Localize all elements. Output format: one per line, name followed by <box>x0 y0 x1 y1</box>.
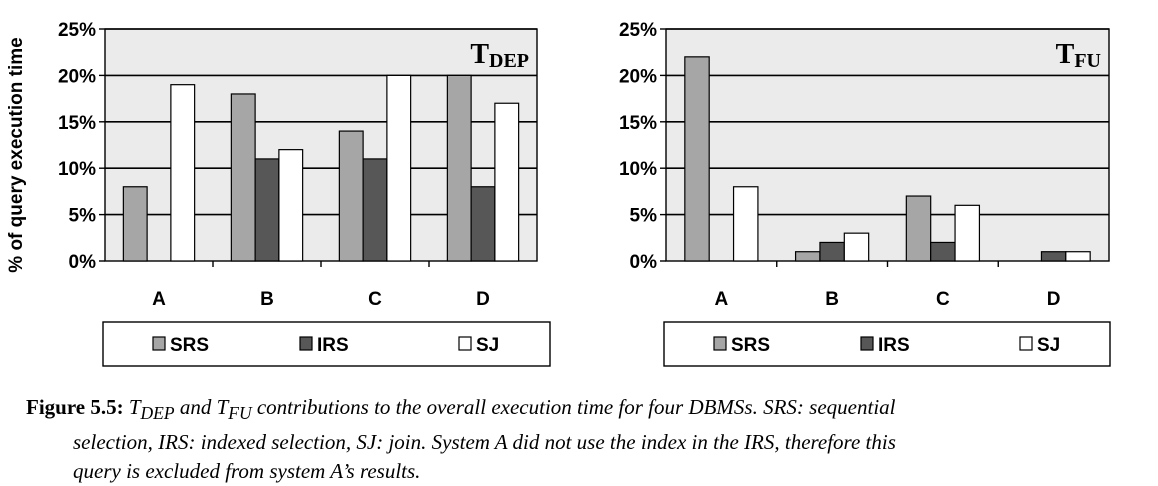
legend-swatch-srs <box>713 336 727 351</box>
bar-irs-d <box>470 186 496 262</box>
y-tick-label: 20% <box>619 66 657 87</box>
y-tick-label: 5% <box>630 206 658 227</box>
x-category-label: C <box>368 289 382 310</box>
legend-box <box>102 321 551 367</box>
legend-label-irs: IRS <box>317 335 349 356</box>
y-tick-label: 5% <box>69 206 97 227</box>
bar-sj-a <box>732 186 759 262</box>
chart-1: 0% 5% 10% 15% 20% 25% A B C D TDEP % of query execu… <box>6 20 551 367</box>
bar-srs-a <box>122 186 148 262</box>
x-category-label: B <box>260 289 274 310</box>
caption-line-3: query is excluded from system A’s result… <box>73 459 421 484</box>
legend-label-irs: IRS <box>878 335 910 356</box>
bar-sj-c <box>954 204 981 262</box>
x-category-label: C <box>936 289 950 310</box>
legend-label-srs: SRS <box>731 335 770 356</box>
legend-swatch-irs <box>860 336 874 351</box>
x-category-label: A <box>152 289 166 310</box>
figure-caption: Figure 5.5: TDEP and TFU contributions t… <box>26 393 1146 486</box>
bar-srs-d <box>446 74 472 262</box>
legend-label-sj: SJ <box>1037 335 1060 356</box>
y-tick-label: 0% <box>69 252 97 273</box>
bar-srs-c <box>338 130 364 262</box>
chart-title: TDEP <box>470 39 529 72</box>
y-tick-label: 10% <box>619 159 657 180</box>
legend-label-srs: SRS <box>170 335 209 356</box>
x-category-label: B <box>825 289 839 310</box>
legend-swatch-srs <box>152 336 166 351</box>
legend-swatch-irs <box>299 336 313 351</box>
y-tick-label: 15% <box>619 113 657 134</box>
bar-sj-b <box>278 149 304 262</box>
bar-srs-b <box>230 93 256 262</box>
bar-sj-b <box>843 232 870 262</box>
y-axis-label: % of query execution time <box>6 37 27 272</box>
y-tick-label: 25% <box>58 20 96 41</box>
legend-swatch-sj <box>458 336 472 351</box>
caption-line-2: selection, IRS: indexed selection, SJ: j… <box>73 430 896 455</box>
bar-irs-c <box>362 158 388 262</box>
bar-irs-d <box>1040 251 1067 262</box>
caption-lead: Figure 5.5: <box>26 395 124 419</box>
y-tick-label: 0% <box>630 252 658 273</box>
caption-line-1: TDEP and TFU contributions to the overal… <box>128 395 896 424</box>
figure-charts: 0% 5% 10% 15% 20% 25% A B C D TDEP % of query execu… <box>6 20 1111 367</box>
bar-sj-d <box>1065 251 1091 262</box>
y-tick-label: 25% <box>619 20 657 41</box>
bar-srs-a <box>684 56 710 262</box>
legend-label-sj: SJ <box>476 335 499 356</box>
plot-area <box>666 29 1109 261</box>
bar-irs-b <box>254 158 280 262</box>
bar-srs-b <box>794 251 821 262</box>
chart-title: TFU <box>1056 39 1101 72</box>
bar-sj-c <box>386 74 412 262</box>
chart-2: 0% 5% 10% 15% 20% 25% A B C D TFU SRS IRS SJ <box>619 20 1111 367</box>
y-tick-label: 15% <box>58 113 96 134</box>
y-tick-label: 10% <box>58 159 96 180</box>
legend-box <box>663 321 1111 367</box>
bar-irs-b <box>819 241 845 262</box>
y-tick-label: 20% <box>58 66 96 87</box>
x-category-label: D <box>476 289 490 310</box>
x-category-label: A <box>715 289 729 310</box>
x-category-label: D <box>1047 289 1061 310</box>
bar-sj-a <box>170 84 196 262</box>
bar-irs-c <box>930 241 956 262</box>
bar-srs-c <box>905 195 932 262</box>
legend-swatch-sj <box>1019 336 1033 351</box>
bar-sj-d <box>494 102 520 262</box>
